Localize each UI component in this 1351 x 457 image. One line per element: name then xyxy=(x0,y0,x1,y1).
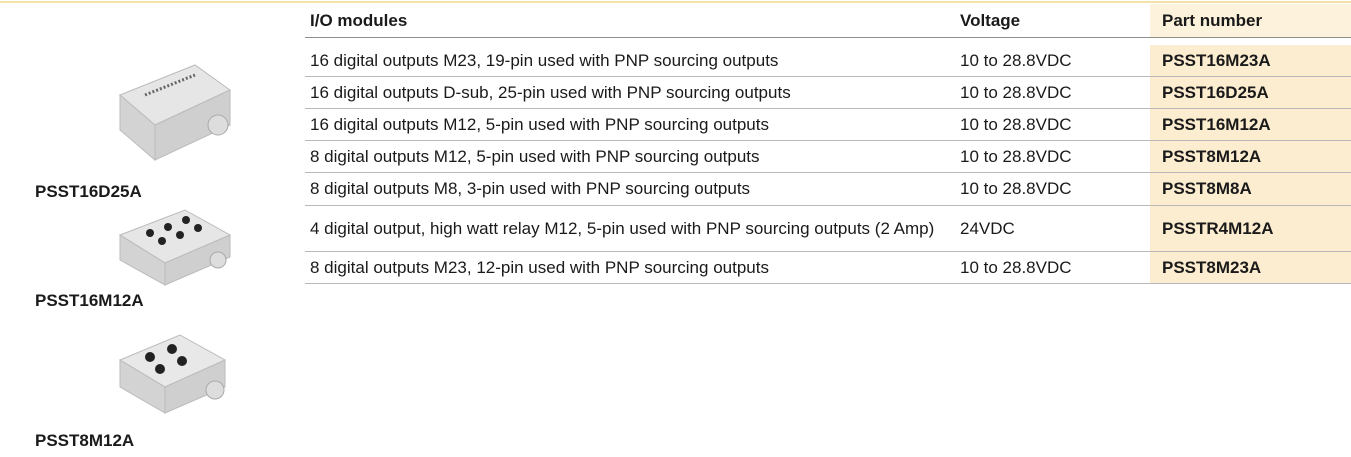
description: 16 digital outputs D-sub, 25-pin used wi… xyxy=(310,82,791,102)
product-caption: PSST16D25A xyxy=(35,182,142,201)
product-image xyxy=(119,64,231,162)
description: 16 digital outputs M23, 19-pin used with… xyxy=(310,50,779,70)
part-number: PSST8M8A xyxy=(1150,173,1351,205)
table-row: 4 digital output, high watt relay M12, 5… xyxy=(305,206,1351,252)
column-header: Part number xyxy=(1150,4,1351,37)
part-number: PSST16D25A xyxy=(1150,77,1351,108)
voltage: 10 to 28.8VDC xyxy=(960,114,1072,134)
description: 16 digital outputs M12, 5-pin used with … xyxy=(310,114,769,134)
table-row: 16 digital outputs M23, 19-pin used with… xyxy=(305,45,1351,77)
voltage: 10 to 28.8VDC xyxy=(960,257,1072,277)
product-caption: PSST8M12A xyxy=(35,431,135,450)
voltage: 10 to 28.8VDC xyxy=(960,82,1072,102)
product-image xyxy=(118,334,227,414)
part-number: PSST16M12A xyxy=(1150,109,1351,140)
column-header: I/O modules xyxy=(310,10,408,30)
voltage: 10 to 28.8VDC xyxy=(960,179,1072,198)
voltage: 10 to 28.8VDC xyxy=(960,146,1072,166)
voltage: 10 to 28.8VDC xyxy=(960,50,1072,70)
top-rule xyxy=(0,1,1351,3)
table-row: 16 digital outputs M12, 5-pin used with … xyxy=(305,109,1351,141)
product-caption: PSST16M12A xyxy=(35,291,144,310)
description: 4 digital output, high watt relay M12, 5… xyxy=(310,218,935,238)
part-number: PSST8M23A xyxy=(1150,252,1351,283)
voltage: 24VDC xyxy=(960,218,1015,238)
table-row: 16 digital outputs D-sub, 25-pin used wi… xyxy=(305,77,1351,109)
description: 8 digital outputs M12, 5-pin used with P… xyxy=(310,146,760,166)
table-row: 8 digital outputs M23, 12-pin used with … xyxy=(305,252,1351,284)
part-number: PSST16M23A xyxy=(1150,45,1351,76)
part-number: PSSTR4M12A xyxy=(1150,206,1351,251)
table-row: 8 digital outputs M8, 3-pin used with PN… xyxy=(305,173,1351,206)
product-image xyxy=(118,209,232,286)
table: I/O modules Voltage Part number 16 digital … xyxy=(305,4,1351,284)
description: 8 digital outputs M8, 3-pin used with PN… xyxy=(310,179,751,198)
part-number: PSST8M12A xyxy=(1150,141,1351,172)
header-row: I/O modules Voltage Part number xyxy=(305,4,1351,38)
description: 8 digital outputs M23, 12-pin used with … xyxy=(310,257,769,277)
table-row: 8 digital outputs M12, 5-pin used with P… xyxy=(305,141,1351,173)
column-header: Voltage xyxy=(960,10,1021,30)
